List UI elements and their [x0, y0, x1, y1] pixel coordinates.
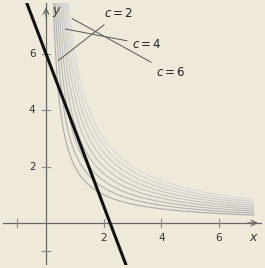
Text: $x$: $x$ — [249, 230, 258, 244]
Text: 2: 2 — [100, 233, 107, 243]
Text: $c = 6$: $c = 6$ — [72, 18, 185, 79]
Text: $c = 2$: $c = 2$ — [58, 7, 133, 61]
Text: $y$: $y$ — [52, 5, 62, 18]
Text: $c = 4$: $c = 4$ — [65, 29, 162, 51]
Text: 2: 2 — [29, 162, 36, 172]
Text: 6: 6 — [29, 49, 36, 59]
Text: 4: 4 — [29, 105, 36, 115]
Text: 6: 6 — [216, 233, 222, 243]
Text: 4: 4 — [158, 233, 165, 243]
